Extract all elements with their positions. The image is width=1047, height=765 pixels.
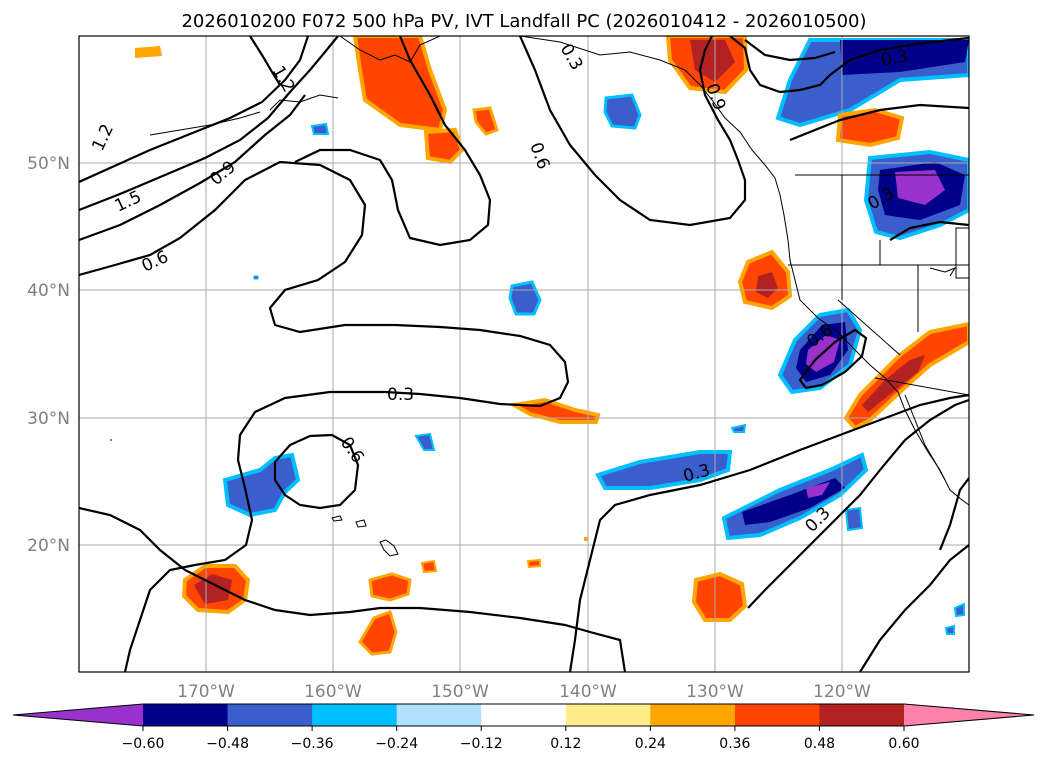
pc-negative-region [595, 450, 733, 490]
pv-contour-label: 0.3 [387, 385, 414, 405]
pc-positive-region [835, 107, 905, 148]
lon-tick-label: 130°W [686, 682, 744, 702]
pv-contour-0.6-loop-cutoff [798, 328, 868, 390]
pv-contour-0.3-se [747, 398, 969, 609]
pv-contour-1.2-nw [249, 36, 281, 86]
pv-contour-0.3-se2 [938, 477, 969, 551]
pv-contour-1.2 [79, 36, 339, 212]
pv-contour-0.6-east [518, 36, 747, 227]
pv-contour-label: 0.3 [879, 47, 909, 71]
pc-negative-region [844, 506, 864, 532]
pc-positive-region [368, 572, 412, 602]
colorbar-tick-label: −0.24 [375, 736, 418, 752]
pv-contour-0.3-ca [889, 220, 969, 241]
pc-positive-region [584, 537, 588, 541]
pv-contour-0.3-sub [568, 393, 969, 672]
pc-shading [135, 36, 969, 656]
colorbar-tick-label: −0.48 [206, 736, 249, 752]
lat-tick-label: 30°N [27, 409, 70, 429]
lat-tick-label: 50°N [27, 154, 70, 174]
gridlines [79, 36, 969, 672]
colorbar: −0.60 −0.48 −0.36 −0.24 −0.12 0.12 0.24 0.36 0.4… [12, 703, 1035, 752]
pc-positive-region [472, 106, 499, 136]
colorbar-tick-label: 0.24 [635, 736, 666, 752]
colorbar-tick-label: −0.36 [291, 736, 334, 752]
colorbar-extend-high [904, 704, 1034, 726]
pc-negative-region [253, 275, 259, 280]
lon-tick-label: 170°W [177, 682, 235, 702]
colorbar-extend-low [13, 704, 143, 726]
pc-positive-core [756, 272, 778, 298]
colorbar-segment [734, 704, 820, 726]
pc-positive-core [862, 355, 925, 412]
lat-tick-labels: 50°N 40°N 30°N 20°N [27, 154, 70, 556]
pc-positive-region [423, 127, 465, 165]
pc-positive-region [358, 610, 398, 656]
pv-contour-1.5 [79, 36, 310, 184]
pc-negative-region [508, 280, 542, 316]
coastlines [110, 36, 969, 557]
colorbar-segment [312, 704, 398, 726]
colorbar-tick-label: 0.36 [719, 736, 750, 752]
colorbar-segment [819, 704, 905, 726]
map-frame [78, 35, 970, 673]
pc-positive-region [420, 559, 438, 574]
pc-negative-region [953, 602, 965, 618]
colorbar-segment [227, 704, 313, 726]
pv-contour-0.6 [79, 160, 570, 672]
pc-negative-region [310, 122, 330, 135]
pc-negative-region [603, 93, 642, 130]
colorbar-tick-label: 0.48 [804, 736, 835, 752]
pc-positive-region [526, 558, 541, 569]
pv-contour-0.6-mid [294, 36, 492, 247]
lon-tick-labels: 170°W 160°W 150°W 140°W 130°W 120°W [177, 682, 871, 702]
figure-title: 2026010200 F072 500 hPa PV, IVT Landfall… [181, 11, 866, 32]
pc-negative-core [840, 40, 969, 75]
lat-tick-label: 20°N [27, 536, 70, 556]
pc-positive-region [691, 571, 748, 622]
colorbar-tick-label: −0.60 [122, 736, 165, 752]
pv-contour-0.3-tr [79, 506, 627, 672]
colorbar-segment [481, 704, 567, 726]
lon-tick-label: 120°W [813, 682, 871, 702]
pv-contour-0.3-ne [744, 39, 836, 62]
pv-contours [79, 36, 969, 672]
pv-contour-0.3-far-se [859, 544, 969, 672]
colorbar-segment [650, 704, 736, 726]
pc-negative-min [806, 482, 830, 498]
colorbar-segment [396, 704, 482, 726]
pv-contour-0.9-ne [729, 36, 969, 94]
colorbar-tick-label: 0.60 [888, 736, 919, 752]
colorbar-segment [143, 704, 229, 726]
pc-negative-region [414, 432, 436, 451]
pc-negative-region [222, 452, 301, 518]
lon-tick-label: 150°W [431, 682, 489, 702]
colorbar-tick-label: −0.12 [460, 736, 503, 752]
pc-positive-core [194, 574, 232, 604]
pc-negative-region [730, 423, 747, 433]
pv-contour-0.9 [79, 94, 306, 242]
colorbar-segment [565, 704, 651, 726]
colorbar-tick-label: 0.12 [550, 736, 581, 752]
pc-positive-region [135, 46, 162, 58]
map-panel: 1.2 1.2 1.5 0.9 0.6 0.6 0.3 0.6 0.3 0.3 … [78, 35, 970, 673]
pv-contour-0.3-north [789, 103, 969, 142]
lon-tick-label: 160°W [304, 682, 362, 702]
pv-contour-0.6-loop [273, 433, 360, 510]
lat-tick-label: 40°N [27, 281, 70, 301]
pc-negative-min [895, 170, 945, 205]
lon-tick-label: 140°W [559, 682, 617, 702]
pc-negative-region [944, 624, 955, 635]
